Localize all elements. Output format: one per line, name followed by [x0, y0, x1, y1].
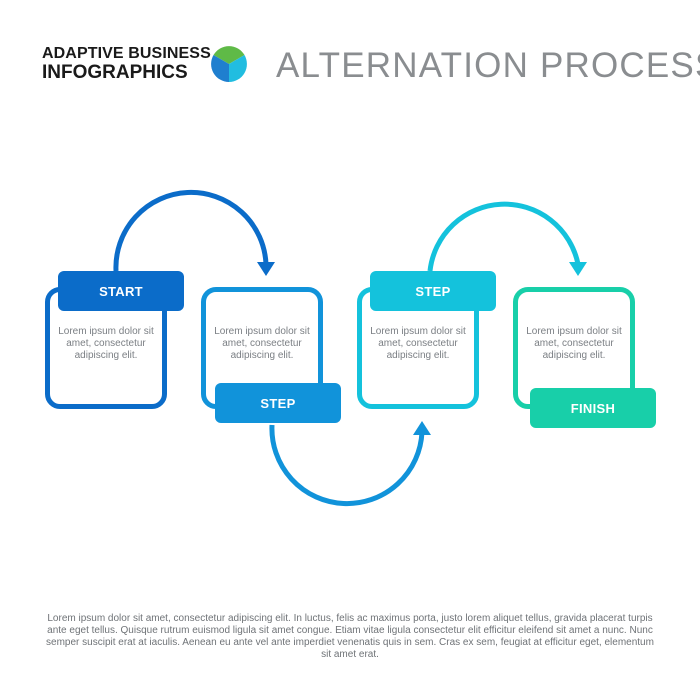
footer-text: Lorem ipsum dolor sit amet, consectetur … — [46, 613, 654, 660]
brand-line-1: ADAPTIVE BUSINESS — [42, 45, 211, 62]
arc-arrow-step-to-finish — [427, 201, 581, 272]
arrow-head-2 — [413, 421, 431, 435]
finish-label: FINISH — [530, 388, 656, 428]
arc-arrow-start-to-step — [113, 189, 269, 272]
arrow-head-1 — [257, 262, 275, 276]
page-title: ALTERNATION PROCESS — [276, 46, 700, 85]
step-3-label: STEP — [370, 271, 496, 311]
logo-icon — [211, 46, 247, 82]
start-label: START — [58, 271, 184, 311]
step-card-text: Lorem ipsum dolor sit amet, consectetur … — [370, 326, 466, 361]
brand-line-2: INFOGRAPHICS — [42, 62, 188, 83]
step-card-text: Lorem ipsum dolor sit amet, consectetur … — [214, 326, 310, 361]
logo-blue-segment — [211, 55, 229, 82]
arrow-head-3 — [569, 262, 587, 276]
step-2-label: STEP — [215, 383, 341, 423]
arc-arrow-step-to-step — [269, 424, 425, 507]
step-card-text: Lorem ipsum dolor sit amet, consectetur … — [526, 326, 622, 361]
logo-green-segment — [213, 46, 245, 64]
step-card-text: Lorem ipsum dolor sit amet, consectetur … — [58, 326, 154, 361]
brand-wordmark: ADAPTIVE BUSINESS INFOGRAPHICS — [42, 44, 212, 82]
logo-cyan-segment — [229, 55, 247, 82]
